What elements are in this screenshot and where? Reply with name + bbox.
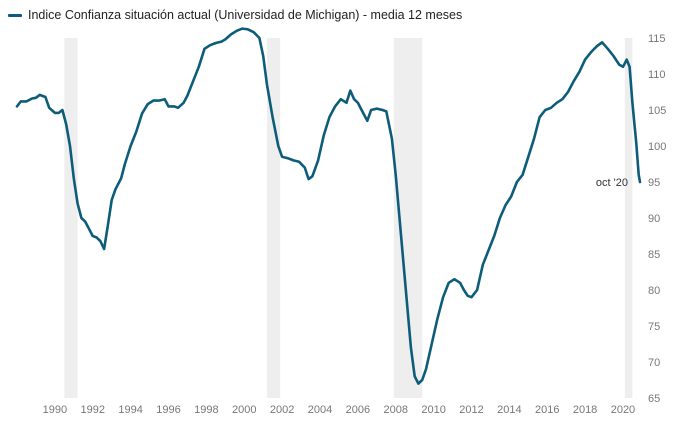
- x-tick-label-11: 2012: [459, 404, 483, 416]
- recession-band-2: [393, 38, 423, 398]
- y-tick-label-10: 115: [648, 33, 666, 45]
- x-tick-label-13: 2016: [535, 404, 559, 416]
- y-tick-label-4: 85: [648, 249, 660, 261]
- x-tick-label-9: 2008: [383, 404, 407, 416]
- x-tick-label-6: 2002: [270, 404, 294, 416]
- x-tick-label-3: 1996: [156, 404, 180, 416]
- y-tick-label-8: 105: [648, 105, 666, 117]
- y-tick-label-1: 70: [648, 357, 660, 369]
- x-tick-label-8: 2006: [346, 404, 370, 416]
- x-tick-label-2: 1994: [118, 404, 142, 416]
- y-tick-label-2: 75: [648, 321, 660, 333]
- y-tick-label-3: 80: [648, 285, 660, 297]
- x-tick-label-10: 2010: [421, 404, 445, 416]
- y-tick-label-0: 65: [648, 393, 660, 405]
- y-tick-label-9: 110: [648, 69, 666, 81]
- y-tick-label-6: 95: [648, 177, 660, 189]
- recession-band-0: [64, 38, 78, 398]
- annotation-label-0: oct '20: [596, 177, 628, 189]
- recession-band-1: [266, 38, 281, 398]
- x-tick-label-7: 2004: [308, 404, 332, 416]
- x-tick-label-14: 2018: [573, 404, 597, 416]
- x-tick-label-4: 1998: [194, 404, 218, 416]
- x-tick-label-1: 1992: [81, 404, 105, 416]
- x-tick-label-15: 2020: [611, 404, 635, 416]
- recession-band-3: [624, 38, 633, 398]
- x-tick-label-12: 2014: [497, 404, 521, 416]
- legend: Indice Confianza situación actual (Unive…: [8, 8, 462, 22]
- series-line-0: [15, 27, 642, 385]
- legend-label: Indice Confianza situación actual (Unive…: [28, 8, 463, 22]
- legend-swatch: [8, 13, 22, 17]
- x-tick-label-5: 2000: [232, 404, 256, 416]
- y-tick-label-7: 100: [648, 141, 666, 153]
- y-tick-label-5: 90: [648, 213, 660, 225]
- x-tick-label-0: 1990: [43, 404, 67, 416]
